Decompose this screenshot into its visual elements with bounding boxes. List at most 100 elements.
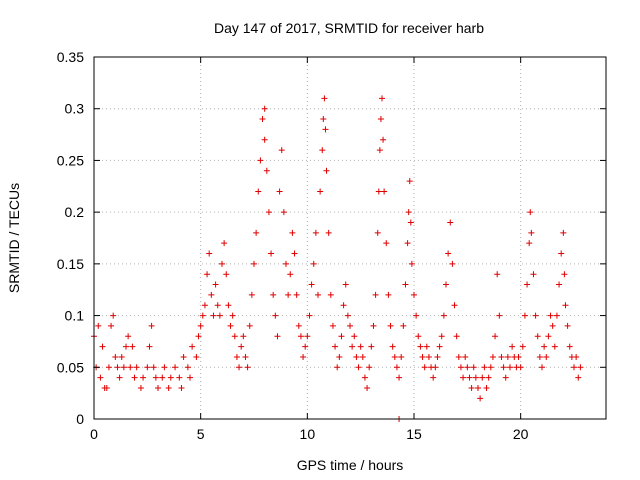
data-point	[272, 312, 279, 319]
data-point	[172, 364, 179, 371]
data-point	[197, 322, 204, 329]
data-point	[255, 188, 262, 195]
data-point	[547, 312, 554, 319]
data-point	[187, 374, 193, 381]
data-point	[285, 291, 292, 298]
data-point	[146, 343, 153, 350]
data-point	[380, 136, 387, 143]
data-point	[396, 374, 403, 381]
data-point	[297, 333, 304, 340]
data-point	[494, 271, 501, 278]
data-point	[238, 343, 245, 350]
data-point	[233, 353, 240, 360]
data-point	[221, 240, 228, 247]
data-point	[549, 322, 556, 329]
data-point	[527, 209, 534, 216]
data-point	[455, 353, 462, 360]
data-point	[103, 384, 110, 391]
data-point	[415, 333, 422, 340]
data-point	[466, 374, 473, 381]
data-point	[492, 333, 499, 340]
data-point	[293, 291, 300, 298]
data-point	[123, 343, 129, 350]
data-point	[165, 384, 172, 391]
data-point	[259, 116, 266, 123]
data-point	[457, 364, 464, 371]
data-point	[302, 343, 309, 350]
data-point	[558, 250, 565, 257]
data-point	[496, 312, 503, 319]
data-point	[137, 384, 144, 391]
data-point	[240, 333, 247, 340]
data-point	[539, 364, 545, 371]
data-point	[110, 312, 117, 319]
data-point	[468, 384, 475, 391]
data-point	[487, 364, 494, 371]
data-point	[112, 353, 119, 360]
data-point	[336, 353, 343, 360]
data-point	[509, 343, 516, 350]
data-point	[204, 271, 211, 278]
data-point	[268, 250, 275, 257]
data-point	[489, 353, 496, 360]
data-point	[477, 395, 484, 402]
y-tick-label: 0	[76, 411, 84, 427]
data-point	[405, 209, 412, 216]
x-tick-labels: 0 5 10 15 20	[90, 426, 529, 442]
data-point	[440, 312, 447, 319]
data-point	[347, 322, 353, 329]
y-tick-label: 0.1	[65, 308, 85, 324]
data-point	[393, 364, 400, 371]
plot-frame	[93, 56, 607, 420]
data-point	[321, 95, 328, 102]
data-point	[507, 364, 513, 371]
data-point	[479, 374, 486, 381]
data-point	[320, 116, 327, 123]
x-tick-label: 5	[197, 426, 205, 442]
data-point	[385, 291, 392, 298]
y-tick-label: 0.15	[57, 256, 84, 272]
data-point	[340, 302, 347, 309]
data-point	[481, 364, 488, 371]
data-point	[528, 229, 535, 236]
data-point	[306, 312, 313, 319]
data-point	[534, 333, 541, 340]
data-point	[402, 281, 409, 288]
data-point	[125, 333, 132, 340]
data-point	[244, 364, 251, 371]
data-point	[236, 364, 243, 371]
data-point	[287, 271, 294, 278]
data-point	[227, 322, 234, 329]
data-point	[575, 374, 582, 381]
data-point	[400, 322, 407, 329]
data-point	[214, 302, 221, 309]
data-point	[246, 322, 253, 329]
data-point	[349, 343, 356, 350]
y-tick-label: 0.35	[57, 49, 84, 65]
data-point	[129, 343, 136, 350]
data-point	[411, 291, 417, 298]
data-point	[344, 312, 351, 319]
data-point	[406, 178, 413, 185]
data-point	[120, 364, 127, 371]
data-point	[206, 250, 213, 257]
y-tick-label: 0.25	[57, 152, 84, 168]
data-point	[225, 302, 232, 309]
data-point	[248, 291, 255, 298]
data-point	[374, 229, 381, 236]
data-point	[317, 188, 324, 195]
data-point	[438, 333, 445, 340]
data-point	[274, 333, 281, 340]
data-point	[300, 353, 307, 360]
data-point	[417, 343, 424, 350]
data-point	[391, 353, 398, 360]
data-point	[161, 364, 168, 371]
chart-title: Day 147 of 2017, SRMTID for receiver har…	[214, 20, 484, 36]
data-point	[270, 291, 277, 298]
data-point	[460, 374, 467, 381]
data-point	[276, 188, 283, 195]
data-point	[475, 384, 481, 391]
data-point	[541, 343, 548, 350]
data-point	[159, 374, 166, 381]
